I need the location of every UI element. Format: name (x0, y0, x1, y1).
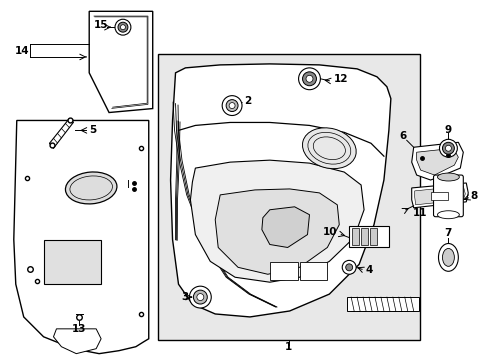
Text: 3: 3 (181, 292, 188, 302)
Polygon shape (414, 186, 464, 205)
Text: 6: 6 (398, 131, 406, 141)
Circle shape (222, 96, 242, 116)
FancyBboxPatch shape (433, 175, 462, 217)
Circle shape (115, 19, 131, 35)
Circle shape (345, 264, 352, 271)
Polygon shape (262, 207, 309, 247)
Ellipse shape (302, 128, 355, 169)
Bar (269, 262, 297, 280)
Bar (360, 228, 367, 246)
Polygon shape (53, 329, 101, 354)
Text: 4: 4 (365, 265, 372, 275)
Ellipse shape (437, 173, 458, 181)
Text: 1: 1 (285, 342, 292, 352)
Polygon shape (43, 239, 101, 284)
Text: I: I (127, 180, 130, 190)
Text: 12: 12 (333, 74, 348, 84)
Polygon shape (49, 118, 73, 148)
Circle shape (120, 25, 125, 30)
Polygon shape (416, 148, 457, 175)
Circle shape (439, 139, 456, 157)
Bar (348, 226, 388, 247)
Text: 2: 2 (244, 96, 251, 105)
Circle shape (189, 286, 211, 308)
Circle shape (305, 75, 312, 82)
Bar (369, 228, 376, 246)
Text: 8: 8 (469, 191, 476, 201)
Bar (299, 262, 326, 280)
Bar (351, 228, 358, 246)
Text: 15: 15 (94, 20, 108, 30)
Circle shape (302, 72, 316, 86)
Circle shape (118, 22, 128, 32)
Text: 13: 13 (72, 324, 86, 334)
Circle shape (225, 100, 238, 112)
Text: 9: 9 (444, 125, 451, 135)
Polygon shape (215, 189, 339, 274)
Ellipse shape (438, 243, 457, 271)
Ellipse shape (442, 248, 453, 266)
Circle shape (442, 142, 453, 154)
Bar (157, 54, 419, 340)
Polygon shape (190, 160, 364, 282)
Polygon shape (89, 11, 152, 113)
Circle shape (229, 103, 235, 109)
Polygon shape (411, 183, 468, 208)
Text: 10: 10 (322, 226, 337, 237)
Text: 11: 11 (412, 208, 427, 218)
Circle shape (342, 260, 355, 274)
Circle shape (193, 290, 207, 304)
Text: 14: 14 (14, 46, 29, 56)
Circle shape (298, 68, 320, 90)
Circle shape (197, 294, 203, 301)
Bar (346, 297, 418, 311)
Ellipse shape (437, 211, 458, 219)
Text: 7: 7 (444, 228, 451, 238)
Ellipse shape (65, 172, 117, 204)
Polygon shape (170, 64, 390, 317)
Bar (429, 192, 447, 200)
Circle shape (445, 145, 450, 151)
Polygon shape (411, 142, 462, 180)
Polygon shape (14, 121, 148, 354)
Text: 5: 5 (89, 125, 97, 135)
